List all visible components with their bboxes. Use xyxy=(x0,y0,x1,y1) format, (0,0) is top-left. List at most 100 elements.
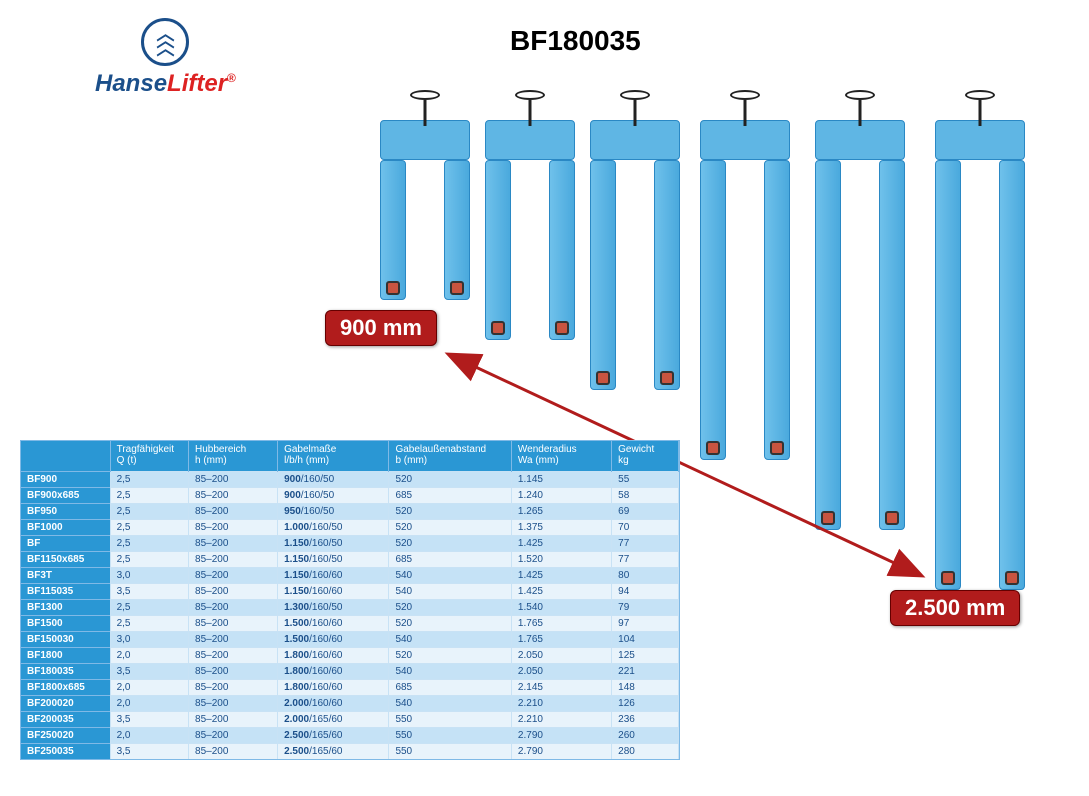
cell-turn-radius: 1.145 xyxy=(511,471,611,487)
min-length-badge: 900 mm xyxy=(325,310,437,346)
cell-fork-dim: 1.800/160/60 xyxy=(278,679,389,695)
table-row: BF2500202,085–2002.500/165/605502.790260 xyxy=(21,727,679,743)
logo-reg: ® xyxy=(227,71,236,85)
fork xyxy=(815,160,841,530)
cell-model: BF900 xyxy=(21,471,110,487)
cell-lift-range: 85–200 xyxy=(189,535,278,551)
fork xyxy=(654,160,680,390)
cell-lift-range: 85–200 xyxy=(189,487,278,503)
table-row: BF3T3,085–2001.150/160/605401.42580 xyxy=(21,567,679,583)
cell-model: BF950 xyxy=(21,503,110,519)
cell-turn-radius: 2.050 xyxy=(511,647,611,663)
cell-lift-range: 85–200 xyxy=(189,647,278,663)
wheel-icon xyxy=(386,281,400,295)
cell-turn-radius: 1.240 xyxy=(511,487,611,503)
wheel-icon xyxy=(596,371,610,385)
truck-head xyxy=(935,120,1025,160)
truck-head xyxy=(815,120,905,160)
cell-outer-width: 520 xyxy=(389,535,511,551)
column-header: WenderadiusWa (mm) xyxy=(511,441,611,471)
cell-lift-range: 85–200 xyxy=(189,679,278,695)
table-row: BF1800x6852,085–2001.800/160/606852.1451… xyxy=(21,679,679,695)
cell-lift-range: 85–200 xyxy=(189,615,278,631)
cell-outer-width: 520 xyxy=(389,519,511,535)
cell-lift-range: 85–200 xyxy=(189,471,278,487)
column-header xyxy=(21,441,110,471)
table-row: BF1150353,585–2001.150/160/605401.42594 xyxy=(21,583,679,599)
cell-weight: 94 xyxy=(612,583,679,599)
fork xyxy=(935,160,961,590)
cell-outer-width: 520 xyxy=(389,599,511,615)
cell-weight: 148 xyxy=(612,679,679,695)
cell-lift-range: 85–200 xyxy=(189,743,278,759)
table-row: BF13002,585–2001.300/160/505201.54079 xyxy=(21,599,679,615)
cell-weight: 260 xyxy=(612,727,679,743)
fork xyxy=(700,160,726,460)
handle-icon xyxy=(515,90,545,100)
brand-logo: ︿︿︿ HanseLifter® xyxy=(95,18,236,98)
cell-lift-range: 85–200 xyxy=(189,583,278,599)
cell-fork-dim: 1.000/160/50 xyxy=(278,519,389,535)
column-header: Gewichtkg xyxy=(612,441,679,471)
cell-capacity: 2,5 xyxy=(110,551,188,567)
logo-text: HanseLifter® xyxy=(95,70,236,98)
cell-outer-width: 540 xyxy=(389,695,511,711)
cell-fork-dim: 900/160/50 xyxy=(278,471,389,487)
cell-fork-dim: 2.000/165/60 xyxy=(278,711,389,727)
cell-fork-dim: 1.150/160/50 xyxy=(278,535,389,551)
cell-outer-width: 540 xyxy=(389,567,511,583)
cell-turn-radius: 2.210 xyxy=(511,695,611,711)
cell-turn-radius: 2.145 xyxy=(511,679,611,695)
cell-outer-width: 685 xyxy=(389,487,511,503)
cell-fork-dim: 1.800/160/60 xyxy=(278,663,389,679)
cell-model: BF250020 xyxy=(21,727,110,743)
cell-lift-range: 85–200 xyxy=(189,727,278,743)
fork xyxy=(549,160,575,340)
cell-weight: 221 xyxy=(612,663,679,679)
cell-fork-dim: 1.150/160/60 xyxy=(278,567,389,583)
handle-icon xyxy=(620,90,650,100)
pallet-truck xyxy=(485,90,575,340)
cell-lift-range: 85–200 xyxy=(189,519,278,535)
wheel-icon xyxy=(555,321,569,335)
cell-model: BF180035 xyxy=(21,663,110,679)
table-row: BF10002,585–2001.000/160/505201.37570 xyxy=(21,519,679,535)
cell-model: BF1150x685 xyxy=(21,551,110,567)
cell-capacity: 2,0 xyxy=(110,727,188,743)
cell-weight: 280 xyxy=(612,743,679,759)
cell-outer-width: 540 xyxy=(389,583,511,599)
cell-weight: 77 xyxy=(612,551,679,567)
cell-lift-range: 85–200 xyxy=(189,695,278,711)
max-length-badge: 2.500 mm xyxy=(890,590,1020,626)
cell-model: BF1000 xyxy=(21,519,110,535)
cell-fork-dim: 1.500/160/60 xyxy=(278,631,389,647)
column-header: Gabelaußenabstandb (mm) xyxy=(389,441,511,471)
cell-weight: 77 xyxy=(612,535,679,551)
cell-weight: 79 xyxy=(612,599,679,615)
cell-fork-dim: 1.150/160/60 xyxy=(278,583,389,599)
cell-turn-radius: 1.265 xyxy=(511,503,611,519)
table-row: BF1150x6852,585–2001.150/160/506851.5207… xyxy=(21,551,679,567)
cell-model: BF3T xyxy=(21,567,110,583)
cell-turn-radius: 2.790 xyxy=(511,743,611,759)
page-title: BF180035 xyxy=(510,25,641,57)
table-row: BF18002,085–2001.800/160/605202.050125 xyxy=(21,647,679,663)
wheel-icon xyxy=(885,511,899,525)
fork xyxy=(590,160,616,390)
pallet-truck xyxy=(380,90,470,300)
cell-lift-range: 85–200 xyxy=(189,663,278,679)
cell-model: BF1300 xyxy=(21,599,110,615)
cell-fork-dim: 1.300/160/50 xyxy=(278,599,389,615)
cell-fork-dim: 2.000/160/60 xyxy=(278,695,389,711)
cell-capacity: 2,0 xyxy=(110,695,188,711)
cell-lift-range: 85–200 xyxy=(189,631,278,647)
cell-outer-width: 540 xyxy=(389,631,511,647)
cell-fork-dim: 1.500/160/60 xyxy=(278,615,389,631)
cell-turn-radius: 1.425 xyxy=(511,583,611,599)
cell-turn-radius: 1.765 xyxy=(511,615,611,631)
cell-model: BF1500 xyxy=(21,615,110,631)
cell-capacity: 3,5 xyxy=(110,663,188,679)
wheel-icon xyxy=(821,511,835,525)
table-row: BF9502,585–200950/160/505201.26569 xyxy=(21,503,679,519)
cell-model: BF900x685 xyxy=(21,487,110,503)
